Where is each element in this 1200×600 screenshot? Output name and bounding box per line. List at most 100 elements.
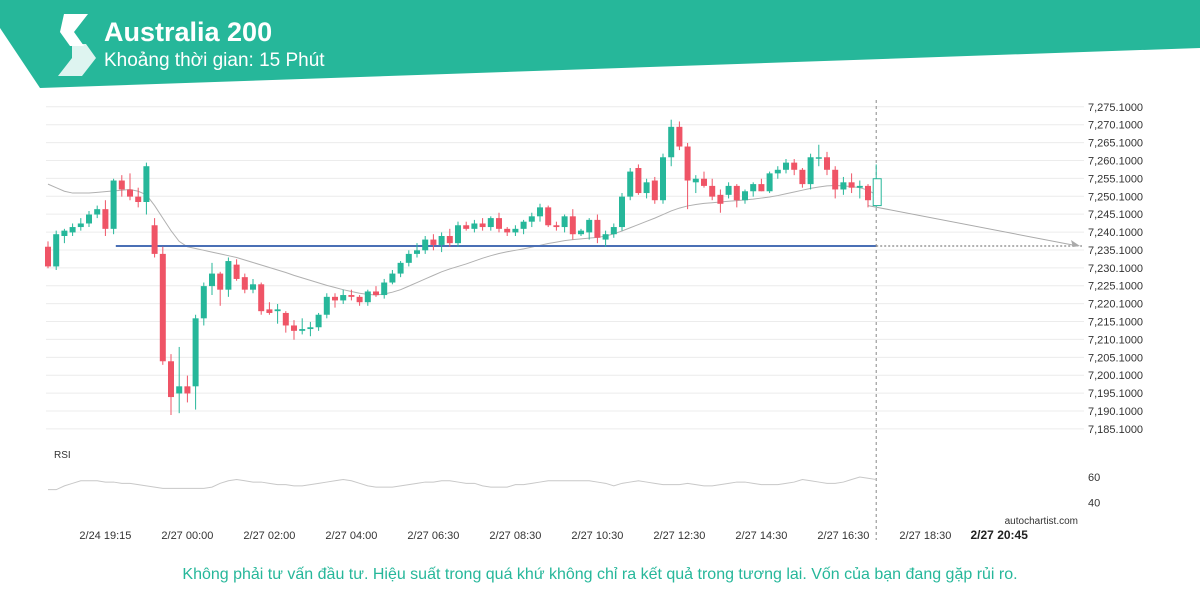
candle-body [717, 194, 724, 204]
candle-body [356, 296, 363, 303]
candle [53, 230, 60, 270]
candle [184, 375, 191, 403]
timeframe-subtitle: Khoảng thời gian: 15 Phút [104, 50, 325, 71]
candle-body [446, 236, 453, 244]
candle-body [553, 225, 560, 228]
candle [94, 205, 101, 219]
candle-body [766, 173, 773, 192]
y-tick-label: 7,260.1000 [1088, 155, 1143, 167]
candle-body [258, 284, 265, 312]
candle-body [528, 216, 535, 222]
candle [291, 320, 297, 340]
candle-body [86, 214, 92, 224]
candle [463, 221, 470, 231]
candle [512, 225, 519, 236]
y-tick-label: 7,190.1000 [1088, 406, 1143, 418]
candle [332, 293, 338, 308]
candle-body [799, 169, 806, 185]
candle-body [438, 236, 445, 245]
candle [856, 180, 863, 199]
candle [151, 218, 158, 258]
candle-body [848, 182, 855, 188]
risk-disclaimer: Không phải tư vấn đầu tư. Hiệu suất tron… [182, 566, 1018, 583]
candle-body [815, 157, 822, 159]
x-tick-label: 2/27 18:30 [899, 530, 951, 542]
candle [258, 282, 265, 315]
candle-body [102, 209, 109, 229]
candle [684, 142, 691, 210]
candle [545, 205, 552, 228]
candle-body [660, 157, 666, 201]
candle [323, 293, 330, 319]
candle [282, 311, 289, 333]
y-tick-label: 7,220.1000 [1088, 299, 1143, 311]
candle [627, 168, 634, 201]
candle-body [471, 223, 478, 229]
autochartist-logo-icon [58, 14, 96, 76]
candle-body [455, 225, 461, 244]
candle [602, 230, 609, 247]
candle-body [250, 284, 256, 290]
candle-body [602, 234, 609, 240]
y-tick-label: 7,195.1000 [1088, 388, 1143, 400]
candle-body [733, 185, 740, 201]
y-tick-label: 7,270.1000 [1088, 120, 1143, 132]
candle [373, 286, 379, 297]
candle [430, 234, 437, 251]
candle [537, 203, 543, 222]
watermark: autochartist.com [1005, 516, 1078, 527]
candle [799, 168, 806, 188]
forecast-arrowhead [1071, 240, 1080, 248]
candle-body [824, 157, 830, 170]
candle [619, 193, 625, 231]
candle [127, 173, 133, 201]
candle [209, 262, 215, 296]
x-tick-label: 2/24 19:15 [79, 530, 131, 542]
candle [578, 228, 584, 236]
rsi-label: RSI [54, 450, 71, 461]
rsi-tick-label: 60 [1088, 472, 1100, 484]
candle [69, 223, 76, 236]
candle [561, 214, 568, 233]
candle [520, 219, 527, 235]
candle-body [504, 228, 511, 233]
candle-body [53, 234, 60, 267]
header-band [0, 0, 1200, 88]
candle-body [709, 185, 716, 197]
candle-body [840, 182, 847, 190]
x-tick-label: 2/27 12:30 [653, 530, 705, 542]
candle-body [783, 162, 789, 170]
candle [848, 173, 855, 194]
candle [569, 209, 576, 240]
candle-body [266, 309, 273, 313]
candle [701, 171, 707, 188]
y-tick-label: 7,200.1000 [1088, 370, 1143, 382]
candle [840, 176, 847, 195]
candle-body [45, 246, 51, 267]
candle [504, 227, 511, 236]
x-tick-label: 2/27 10:30 [571, 530, 623, 542]
candle-body [168, 361, 174, 398]
candle [118, 175, 125, 197]
candle-body [61, 230, 68, 236]
candle [192, 314, 199, 410]
candle-body [537, 207, 543, 217]
candle [299, 318, 306, 335]
candle-body [512, 228, 519, 233]
candle [832, 166, 839, 199]
candle-body [791, 162, 798, 170]
candle [750, 182, 757, 197]
x-tick-label: 2/27 14:30 [735, 530, 787, 542]
candle [676, 121, 683, 151]
y-tick-label: 7,225.1000 [1088, 281, 1143, 293]
candle [266, 302, 273, 315]
candle-body [520, 221, 527, 229]
candle-body [389, 273, 396, 283]
candle [61, 228, 68, 244]
candle [241, 273, 248, 294]
candle-body [856, 185, 863, 188]
candle [651, 176, 658, 204]
candle-body [758, 184, 765, 192]
candle-body [94, 209, 101, 215]
